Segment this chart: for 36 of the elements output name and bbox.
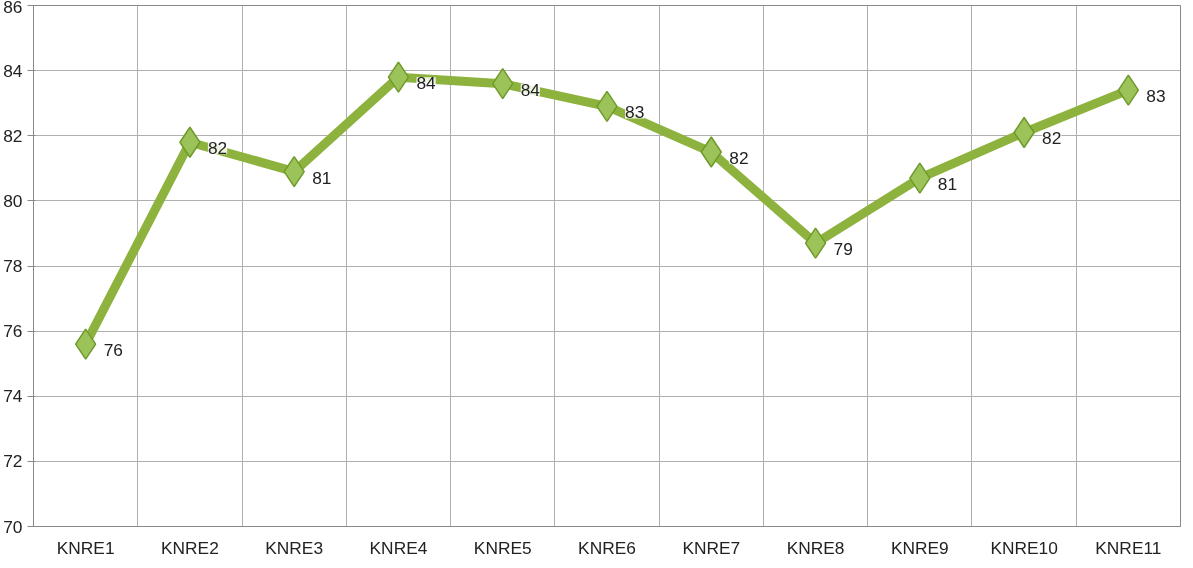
point <box>1117 74 1140 106</box>
point <box>74 328 97 360</box>
data-label: 82 <box>207 138 228 159</box>
y-tick-label: 84 <box>3 60 23 81</box>
data-label: 83 <box>625 102 645 123</box>
y-tick-label: 82 <box>3 125 23 146</box>
y-tick-label: 80 <box>3 190 23 211</box>
y-tick-label: 72 <box>3 451 23 472</box>
data-label: 84 <box>416 73 437 94</box>
x-tick-label: KNRE3 <box>265 537 324 558</box>
data-label: 84 <box>520 79 541 100</box>
y-tick-label: 78 <box>3 256 23 276</box>
point <box>700 136 723 168</box>
data-label: 81 <box>312 167 332 188</box>
data-label: 82 <box>729 148 749 169</box>
data-label: 81 <box>937 174 958 195</box>
x-tick-label: KNRE1 <box>56 537 115 558</box>
point <box>387 61 410 93</box>
x-tick-label: KNRE11 <box>1095 537 1162 558</box>
x-tick-label: KNRE5 <box>473 537 532 558</box>
x-tick-label: KNRE2 <box>161 537 219 558</box>
data-label: 79 <box>833 239 853 260</box>
x-tick-label: KNRE8 <box>786 537 845 558</box>
y-tick-label: 76 <box>3 321 23 342</box>
point <box>804 227 827 259</box>
data-label: 82 <box>1042 128 1062 149</box>
x-tick-label: KNRE10 <box>990 537 1058 558</box>
x-tick-label: KNRE7 <box>682 537 741 558</box>
y-tick-label: 74 <box>3 386 23 407</box>
x-tick-label: KNRE6 <box>578 537 636 558</box>
x-tick-label: KNRE9 <box>890 537 949 558</box>
y-tick-label: 86 <box>3 0 23 17</box>
data-label: 76 <box>103 340 123 361</box>
x-tick-label: KNRE4 <box>369 537 428 558</box>
y-tick-label: 70 <box>3 516 23 537</box>
data-label: 83 <box>1146 86 1166 107</box>
